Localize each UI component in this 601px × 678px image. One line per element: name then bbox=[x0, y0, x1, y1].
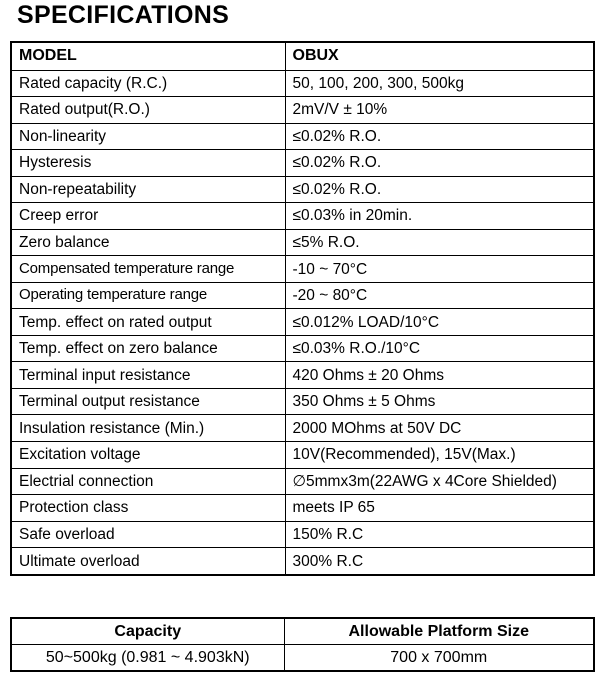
spec-label-cell: Operating temperature range bbox=[10, 281, 286, 310]
spec-row: Temp. effect on rated output ≤0.012% LOA… bbox=[10, 308, 595, 336]
spec-value-cell: 150% R.C bbox=[284, 520, 595, 549]
spec-row: Zero balance ≤5% R.O. bbox=[10, 228, 595, 257]
spec-label-cell: Temp. effect on zero balance bbox=[10, 334, 286, 363]
spec-row: Creep error ≤0.03% in 20min. bbox=[10, 202, 595, 230]
platform-size-header-cell: Allowable Platform Size bbox=[283, 617, 595, 645]
spec-label-cell: Hysteresis bbox=[10, 149, 286, 177]
spec-value-cell: meets IP 65 bbox=[284, 494, 595, 522]
spec-row: Rated output(R.O.) 2mV/V ± 10% bbox=[10, 96, 595, 124]
spec-value-cell: ≤0.02% R.O. bbox=[284, 122, 595, 151]
spec-value-cell: -10 ~ 70°C bbox=[284, 255, 595, 283]
capacity-header-cell: Capacity bbox=[10, 617, 285, 645]
spec-label-cell: Creep error bbox=[10, 202, 286, 230]
capacity-table: Capacity Allowable Platform Size 50~500k… bbox=[10, 617, 595, 672]
spec-value-cell: 300% R.C bbox=[284, 547, 595, 576]
spec-value-cell: ≤0.02% R.O. bbox=[284, 149, 595, 177]
specifications-table: MODEL OBUX Rated capacity (R.C.) 50, 100… bbox=[10, 41, 595, 576]
spec-label-cell: Excitation voltage bbox=[10, 441, 286, 469]
spec-row: Operating temperature range -20 ~ 80°C bbox=[10, 281, 595, 310]
spec-row: Terminal output resistance 350 Ohms ± 5 … bbox=[10, 387, 595, 416]
spec-label-cell: Terminal input resistance bbox=[10, 361, 286, 389]
spec-row: Rated capacity (R.C.) 50, 100, 200, 300,… bbox=[10, 69, 595, 98]
spec-value-cell: -20 ~ 80°C bbox=[284, 281, 595, 310]
spec-value-cell: ≤0.03% R.O./10°C bbox=[284, 334, 595, 363]
spec-label-cell: Terminal output resistance bbox=[10, 387, 286, 416]
spec-header-model: MODEL bbox=[10, 41, 286, 71]
spec-label-cell: Ultimate overload bbox=[10, 547, 286, 576]
spec-row: Temp. effect on zero balance ≤0.03% R.O.… bbox=[10, 334, 595, 363]
spec-label-cell: Non-linearity bbox=[10, 122, 286, 151]
spec-label-cell: Zero balance bbox=[10, 228, 286, 257]
spec-label-cell: Protection class bbox=[10, 494, 286, 522]
capacity-header-row: Capacity Allowable Platform Size bbox=[10, 617, 595, 645]
spec-row: Ultimate overload 300% R.C bbox=[10, 547, 595, 576]
spec-value-cell: ≤5% R.O. bbox=[284, 228, 595, 257]
spec-value-cell: 2000 MOhms at 50V DC bbox=[284, 414, 595, 442]
spec-header-row: MODEL OBUX bbox=[10, 41, 595, 71]
spec-value-cell: ∅5mmx3m(22AWG x 4Core Shielded) bbox=[284, 467, 595, 496]
platform-size-value-cell: 700 x 700mm bbox=[283, 644, 595, 672]
spec-value-cell: ≤0.012% LOAD/10°C bbox=[284, 308, 595, 336]
spec-row: Terminal input resistance 420 Ohms ± 20 … bbox=[10, 361, 595, 389]
spec-label-cell: Rated output(R.O.) bbox=[10, 96, 286, 124]
spec-row: Insulation resistance (Min.) 2000 MOhms … bbox=[10, 414, 595, 442]
spec-value-cell: 2mV/V ± 10% bbox=[284, 96, 595, 124]
spec-row: Electrial connection ∅5mmx3m(22AWG x 4Co… bbox=[10, 467, 595, 496]
spec-row: Hysteresis ≤0.02% R.O. bbox=[10, 149, 595, 177]
spec-label-cell: Electrial connection bbox=[10, 467, 286, 496]
spec-label-cell: Non-repeatability bbox=[10, 175, 286, 204]
spec-label-cell: Compensated temperature range bbox=[10, 255, 286, 283]
spec-value-cell: 420 Ohms ± 20 Ohms bbox=[284, 361, 595, 389]
spec-label-cell: Insulation resistance (Min.) bbox=[10, 414, 286, 442]
spec-value-cell: 10V(Recommended), 15V(Max.) bbox=[284, 441, 595, 469]
spec-row: Safe overload 150% R.C bbox=[10, 520, 595, 549]
spec-label-cell: Temp. effect on rated output bbox=[10, 308, 286, 336]
spec-label-cell: Rated capacity (R.C.) bbox=[10, 69, 286, 98]
spec-row: Compensated temperature range -10 ~ 70°C bbox=[10, 255, 595, 283]
spec-value-cell: 50, 100, 200, 300, 500kg bbox=[284, 69, 595, 98]
spec-header-obux: OBUX bbox=[284, 41, 595, 71]
spec-row: Non-linearity ≤0.02% R.O. bbox=[10, 122, 595, 151]
spec-row: Excitation voltage 10V(Recommended), 15V… bbox=[10, 441, 595, 469]
spec-row: Non-repeatability ≤0.02% R.O. bbox=[10, 175, 595, 204]
capacity-value-cell: 50~500kg (0.981 ~ 4.903kN) bbox=[10, 644, 285, 672]
spec-value-cell: 350 Ohms ± 5 Ohms bbox=[284, 387, 595, 416]
spec-value-cell: ≤0.02% R.O. bbox=[284, 175, 595, 204]
spec-label-cell: Safe overload bbox=[10, 520, 286, 549]
capacity-data-row: 50~500kg (0.981 ~ 4.903kN) 700 x 700mm bbox=[10, 644, 595, 672]
spec-value-cell: ≤0.03% in 20min. bbox=[284, 202, 595, 230]
page-title: SPECIFICATIONS bbox=[17, 1, 230, 29]
spec-row: Protection class meets IP 65 bbox=[10, 494, 595, 522]
